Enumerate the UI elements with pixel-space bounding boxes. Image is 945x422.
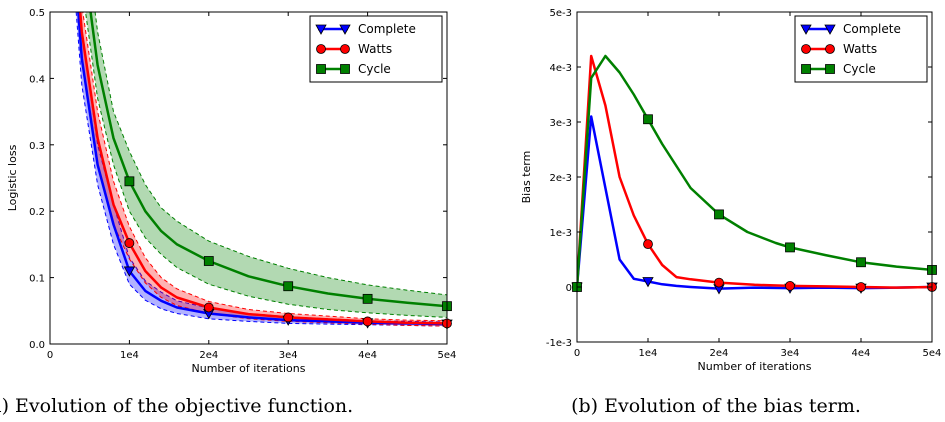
legend-label-cycle: Cycle (358, 62, 391, 76)
legend-label-watts: Watts (358, 42, 392, 56)
y-tick-label: 1e-3 (550, 228, 573, 239)
data-point-cycle (203, 256, 214, 266)
series-line-watts (79, 12, 447, 325)
data-point-cycle (643, 114, 653, 125)
y-tick-label: -1e-3 (546, 338, 572, 349)
series-line-cycle (577, 54, 932, 288)
data-point-complete (642, 277, 654, 288)
y-tick-label: 0.5 (29, 8, 45, 19)
data-point-watts (714, 277, 724, 288)
legend: Complete Watts Cycle (794, 15, 928, 83)
x-tick-label: 4e4 (358, 350, 377, 361)
x-tick-label: 0 (574, 348, 580, 359)
plot-area (75, 12, 447, 327)
bound-lower-complete (75, 12, 447, 327)
legend-label-cycle: Cycle (843, 62, 876, 76)
legend-marker-complete (339, 24, 351, 35)
y-tick-label: 2e-3 (550, 173, 573, 184)
data-point-watts (362, 316, 373, 327)
legend-marker-complete (800, 24, 812, 35)
bound-lower-watts (77, 12, 447, 327)
data-point-cycle (856, 257, 866, 268)
chart-bias-term: 0 1e4 2e4 3e4 4e4 5e4-1e-301e-32e-33e-34e-35e… (520, 8, 941, 417)
y-axis-label: Logistic loss (6, 144, 19, 211)
data-point-watts (283, 312, 294, 323)
figure-caption: (b) Evolution of the bias term. (571, 395, 861, 417)
legend-marker-complete (315, 24, 327, 35)
y-tick-label: 0.1 (29, 274, 45, 285)
legend-marker-watts (801, 44, 811, 54)
x-tick-label: 0 (47, 350, 53, 361)
data-point-cycle (362, 293, 373, 304)
legend-marker-watts (316, 44, 326, 54)
x-tick-label: 5e4 (923, 348, 942, 359)
band-cycle (85, 12, 447, 318)
x-axis-label: Number of iterations (192, 362, 306, 375)
x-tick-label: 3e4 (279, 350, 298, 361)
bound-lower-cycle (85, 12, 447, 318)
legend-marker-cycle (316, 64, 326, 74)
y-tick-label: 0.2 (29, 207, 45, 218)
data-point-watts (124, 238, 135, 248)
y-tick-label: 5e-3 (550, 8, 573, 19)
x-axis-label: Number of iterations (698, 360, 812, 373)
data-point-cycle (283, 281, 294, 292)
x-tick-label: 2e4 (710, 348, 729, 359)
legend-label-watts: Watts (843, 42, 877, 56)
series-line-complete (77, 12, 447, 326)
legend-marker-cycle (340, 64, 350, 74)
legend-marker-cycle (825, 64, 835, 74)
bound-upper-watts (82, 12, 447, 322)
data-point-watts (643, 239, 653, 250)
x-tick-label: 4e4 (852, 348, 871, 359)
y-tick-label: 0.3 (29, 141, 45, 152)
x-tick-label: 3e4 (781, 348, 800, 359)
chart-logistic-loss: 0 1e4 2e4 3e4 4e4 5e4 0.0 0.1 0.2 0.3 0.4 0.5 Number… (0, 8, 457, 417)
series-line-cycle (89, 12, 447, 308)
y-axis-label: Bias term (520, 151, 533, 204)
data-point-watts (856, 282, 866, 292)
legend-marker-watts (340, 44, 350, 54)
y-tick-label: 0 (566, 283, 572, 294)
y-tick-label: 0.0 (29, 340, 45, 351)
data-point-cycle (785, 242, 795, 253)
figure-caption: (a) Evolution of the objective function. (0, 395, 353, 417)
legend-label-complete: Complete (843, 22, 901, 36)
y-tick-label: 4e-3 (550, 63, 573, 74)
data-point-cycle (124, 176, 135, 187)
y-tick-label: 0.4 (29, 74, 45, 85)
series-line-watts (577, 54, 932, 289)
plot-area (577, 54, 932, 290)
legend-marker-complete (824, 24, 836, 35)
x-tick-label: 1e4 (120, 350, 139, 361)
data-point-watts (203, 302, 214, 313)
data-point-watts (785, 280, 795, 291)
axes-frame (49, 11, 448, 345)
legend-marker-cycle (801, 64, 811, 74)
legend-label-complete: Complete (358, 22, 416, 36)
y-tick-label: 3e-3 (550, 118, 573, 129)
legend-marker-watts (825, 44, 835, 54)
x-tick-label: 2e4 (199, 350, 218, 361)
data-point-cycle (714, 209, 724, 220)
data-point-complete (123, 266, 136, 277)
x-tick-label: 1e4 (639, 348, 658, 359)
legend: Complete Watts Cycle (309, 15, 443, 83)
x-tick-label: 5e4 (438, 350, 457, 361)
